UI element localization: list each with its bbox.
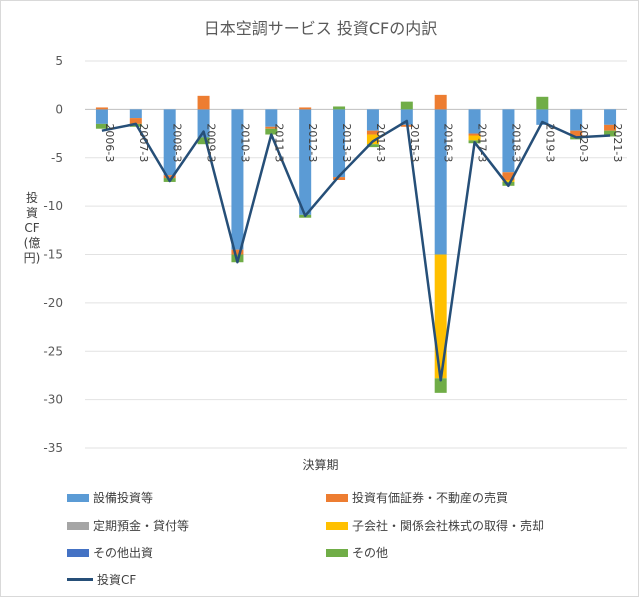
legend-item: 定期預金・貸付等 bbox=[67, 517, 189, 534]
y-axis-label: 投資CF(億円) bbox=[23, 191, 41, 265]
bar-segment bbox=[231, 109, 244, 250]
x-tick-label: 2010-3 bbox=[238, 123, 251, 162]
y-tick-label: -5 bbox=[51, 151, 63, 165]
x-tick-label: 2020-3 bbox=[577, 123, 590, 162]
legend-item: その他 bbox=[326, 544, 388, 561]
bar-segment bbox=[570, 109, 583, 131]
legend-item: その他出資 bbox=[67, 544, 153, 561]
x-tick-label: 2013-3 bbox=[340, 123, 353, 162]
x-tick-label: 2008-3 bbox=[171, 123, 184, 162]
legend-label: 投資CF bbox=[97, 573, 137, 587]
legend-swatch bbox=[326, 493, 348, 502]
legend-swatch bbox=[67, 548, 89, 557]
bar-segment bbox=[468, 109, 481, 134]
chart-title: 日本空調サービス 投資CFの内訳 bbox=[203, 19, 438, 38]
bar-segment bbox=[333, 109, 346, 178]
bar-segment bbox=[231, 249, 244, 255]
bar-segment bbox=[197, 109, 210, 138]
y-tick-label: 0 bbox=[55, 102, 63, 116]
bar-segment bbox=[366, 134, 379, 145]
bar-segment bbox=[366, 109, 379, 131]
x-tick-label: 2019-3 bbox=[543, 123, 556, 162]
x-axis-label: 決算期 bbox=[302, 458, 339, 472]
bar-segment bbox=[95, 123, 108, 129]
bar-segment bbox=[604, 109, 617, 125]
legend-swatch bbox=[67, 521, 89, 530]
bar-segment bbox=[502, 180, 515, 182]
bar-segment bbox=[265, 126, 278, 129]
bar-segment bbox=[265, 109, 278, 127]
bar-segment bbox=[434, 94, 447, 110]
legend-item: 設備投資等 bbox=[67, 489, 153, 506]
x-tick-label: 2014-3 bbox=[374, 123, 387, 162]
legend-item: 子会社・関係会社株式の取得・売却 bbox=[326, 517, 544, 534]
x-tick-label: 2015-3 bbox=[408, 123, 421, 162]
legend-swatch bbox=[67, 578, 93, 581]
line-series-投資CF bbox=[101, 119, 611, 382]
legend-swatch bbox=[67, 493, 89, 502]
legend-label: 設備投資等 bbox=[93, 491, 154, 505]
bar-segment bbox=[333, 177, 346, 181]
bar-segment bbox=[299, 107, 312, 110]
legend-label: 定期預金・貸付等 bbox=[93, 519, 190, 533]
bar-segment bbox=[536, 109, 549, 125]
x-tick-label: 2018-3 bbox=[509, 123, 522, 162]
bar-segment bbox=[400, 109, 413, 125]
legend-label: その他出資 bbox=[93, 546, 154, 560]
bar-segment bbox=[502, 109, 515, 173]
x-tick-label: 2006-3 bbox=[103, 123, 116, 162]
x-tick-label: 2009-3 bbox=[205, 123, 218, 162]
y-tick-label: -30 bbox=[43, 393, 63, 407]
bar-segment bbox=[129, 109, 142, 119]
bar-segment bbox=[434, 109, 447, 255]
y-tick-label: -35 bbox=[43, 441, 63, 455]
y-tick-label: -20 bbox=[43, 296, 63, 310]
bar-segment bbox=[197, 137, 210, 145]
bar-segment bbox=[129, 118, 142, 124]
y-tick-label: -10 bbox=[43, 199, 63, 213]
legend-swatch bbox=[326, 521, 348, 530]
legend-item: 投資CF bbox=[67, 571, 136, 588]
legend-item: 投資有価証券・不動産の売買 bbox=[326, 489, 508, 506]
bar-segment bbox=[536, 96, 549, 110]
x-tick-label: 2007-3 bbox=[137, 123, 150, 162]
bar-segment bbox=[468, 135, 481, 141]
bar-segment bbox=[400, 101, 413, 110]
bar-segment bbox=[333, 106, 346, 110]
bar-segment bbox=[299, 109, 312, 215]
legend-swatch bbox=[326, 548, 348, 557]
y-tick-label: 5 bbox=[55, 54, 63, 68]
bar-segment bbox=[95, 109, 108, 124]
bar-segment bbox=[570, 130, 583, 137]
bar-segment bbox=[163, 109, 176, 176]
bar-segment bbox=[502, 172, 515, 181]
x-tick-label: 2021-3 bbox=[611, 123, 624, 162]
bar-segment bbox=[604, 124, 617, 131]
bar-segment bbox=[366, 130, 379, 135]
bar-segment bbox=[434, 378, 447, 393]
y-tick-label: -15 bbox=[43, 248, 63, 262]
bar-segment bbox=[95, 107, 108, 110]
x-tick-label: 2017-3 bbox=[476, 123, 489, 162]
legend-label: その他 bbox=[352, 546, 389, 560]
bar-segment bbox=[197, 95, 210, 110]
bar-segment bbox=[163, 175, 176, 179]
bar-segment bbox=[434, 254, 447, 379]
y-tick-label: -25 bbox=[43, 344, 63, 358]
bar-segment bbox=[265, 128, 278, 135]
bar-segment bbox=[468, 133, 481, 136]
legend-label: 子会社・関係会社株式の取得・売却 bbox=[352, 519, 545, 533]
bar-segment bbox=[366, 144, 379, 148]
x-tick-label: 2011-3 bbox=[272, 123, 285, 162]
x-tick-label: 2012-3 bbox=[306, 123, 319, 162]
legend-label: 投資有価証券・不動産の売買 bbox=[352, 491, 509, 505]
x-tick-label: 2016-3 bbox=[442, 123, 455, 162]
bar-segment bbox=[604, 130, 617, 137]
